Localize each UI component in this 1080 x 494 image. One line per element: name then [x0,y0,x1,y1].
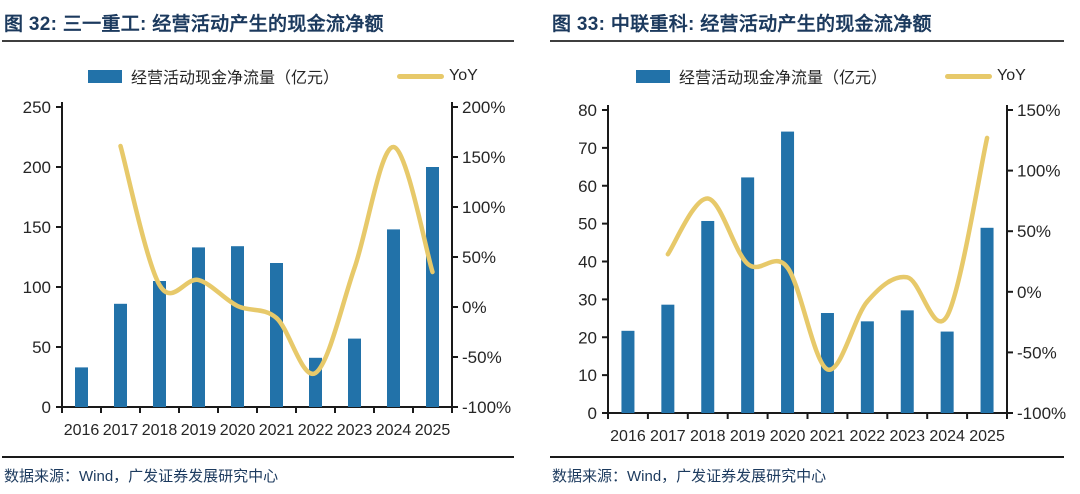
svg-text:150: 150 [23,218,51,237]
svg-text:2020: 2020 [220,422,256,439]
svg-text:100%: 100% [1017,162,1060,181]
svg-text:2018: 2018 [142,422,178,439]
bar-series-swatch [88,69,122,83]
svg-text:2023: 2023 [889,428,925,442]
svg-text:2024: 2024 [376,422,412,439]
legend-item-line: YoY [945,67,1026,85]
svg-text:2024: 2024 [929,428,965,442]
svg-text:2019: 2019 [181,422,217,439]
svg-text:150%: 150% [462,148,505,167]
line-series-label: YoY [997,67,1026,84]
svg-text:2020: 2020 [770,428,806,442]
svg-text:-50%: -50% [1017,343,1057,362]
svg-text:2019: 2019 [730,428,766,442]
svg-text:-100%: -100% [1017,404,1066,423]
svg-text:2021: 2021 [259,422,295,439]
svg-text:2022: 2022 [298,422,334,439]
legend-item-bar: 经营活动现金净流量（亿元） [88,64,339,88]
zoomlion-combo-chart: 0 10 20 30 40 50 60 70 80 -100% -50% 0% 50% 100% 150% 2… [578,101,1066,442]
svg-text:200: 200 [23,158,51,177]
svg-text:2021: 2021 [810,428,846,442]
svg-text:30: 30 [578,290,597,309]
svg-text:2025: 2025 [969,428,1005,442]
sany-combo-chart: 0 50 100 150 200 250 -100% -50% 0% 50% 100% 150% 200… [23,98,512,439]
line-series-swatch [397,73,445,79]
svg-text:60: 60 [578,177,597,196]
line-series-swatch [945,73,993,79]
svg-text:20: 20 [578,328,597,347]
data-source: 数据来源：Wind，广发证券发展研究中心 [2,456,514,486]
svg-text:2023: 2023 [337,422,373,439]
svg-text:0%: 0% [462,298,487,317]
legend-item-bar: 经营活动现金净流量（亿元） [636,64,887,88]
line-series-label: YoY [449,67,478,84]
svg-text:70: 70 [578,139,597,158]
svg-text:0: 0 [42,398,51,417]
svg-text:0: 0 [588,404,597,423]
svg-text:2017: 2017 [650,428,686,442]
data-source: 数据来源：Wind，广发证券发展研究中心 [550,456,1064,486]
svg-text:-100%: -100% [462,398,511,417]
bar-series-label: 经营活动现金净流量（亿元） [679,70,888,87]
svg-text:50: 50 [578,215,597,234]
svg-text:2018: 2018 [690,428,726,442]
svg-text:-50%: -50% [462,348,502,367]
legend-item-line: YoY [397,67,478,85]
legend: 经营活动现金净流量（亿元） YoY [88,64,514,88]
svg-text:50%: 50% [1017,222,1051,241]
svg-text:40: 40 [578,253,597,272]
svg-text:2017: 2017 [103,422,139,439]
svg-text:80: 80 [578,101,597,120]
figure-title: 图 32: 三一重工: 经营活动产生的现金流净额 [2,8,514,42]
svg-text:2016: 2016 [64,422,100,439]
svg-text:2022: 2022 [850,428,886,442]
bar-series-label: 经营活动现金净流量（亿元） [131,70,340,87]
svg-text:150%: 150% [1017,101,1060,120]
svg-text:100: 100 [23,278,51,297]
figure-title: 图 33: 中联重科: 经营活动产生的现金流净额 [550,8,1064,42]
bar-series-swatch [636,69,670,83]
zoomlion-cashflow-panel: 图 33: 中联重科: 经营活动产生的现金流净额 经营活动现金净流量（亿元） Y… [550,8,1080,486]
svg-text:2016: 2016 [610,428,646,442]
svg-text:50: 50 [32,338,51,357]
svg-text:0%: 0% [1017,283,1042,302]
svg-text:10: 10 [578,366,597,385]
svg-text:250: 250 [23,98,51,117]
svg-text:50%: 50% [462,248,496,267]
svg-text:100%: 100% [462,198,505,217]
sany-cashflow-panel: 图 32: 三一重工: 经营活动产生的现金流净额 经营活动现金净流量（亿元） Y… [2,8,514,486]
legend: 经营活动现金净流量（亿元） YoY [636,64,1080,88]
svg-text:200%: 200% [462,98,505,117]
svg-text:2025: 2025 [415,422,451,439]
